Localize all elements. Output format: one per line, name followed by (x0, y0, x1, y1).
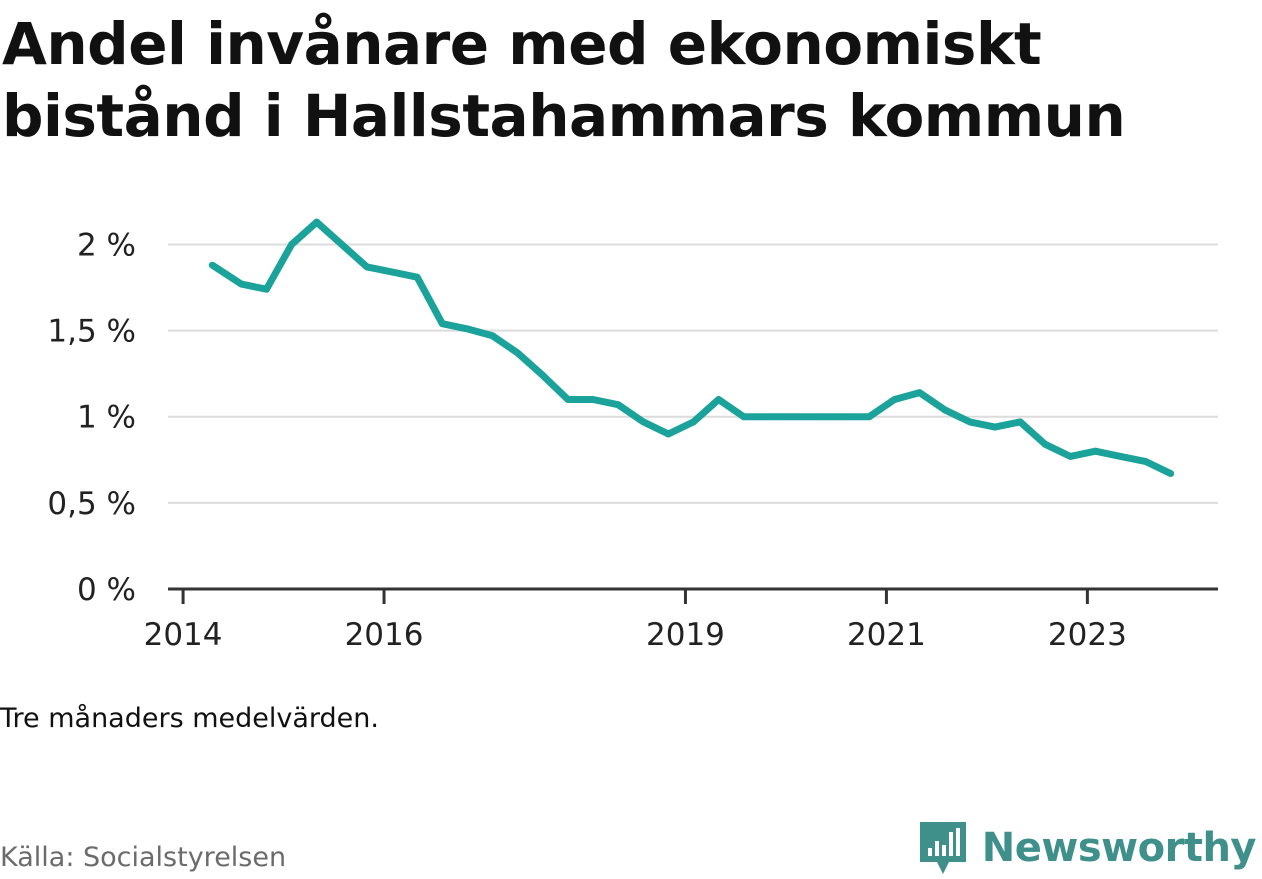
chart-note: Tre månaders medelvärden. (0, 703, 379, 734)
data-point (464, 325, 471, 333)
y-tick-label: 0,5 % (47, 486, 136, 522)
y-tick-label: 1,5 % (47, 314, 136, 350)
data-point (991, 423, 999, 431)
x-tick-label: 2016 (345, 617, 424, 653)
data-point (288, 241, 295, 248)
x-tick-label: 2014 (144, 617, 223, 653)
x-tick-label: 2019 (646, 617, 725, 653)
data-point (966, 418, 974, 426)
data-point (1167, 470, 1175, 477)
data-point (1066, 452, 1074, 460)
data-point (815, 413, 823, 421)
data-point (1092, 447, 1099, 455)
data-point (865, 413, 873, 421)
x-tick-label: 2021 (847, 617, 926, 653)
data-point (916, 389, 923, 397)
data-point (539, 371, 547, 379)
x-axis (168, 587, 1218, 604)
data-point (564, 396, 572, 403)
data-point (1041, 440, 1049, 448)
data-point (1142, 458, 1150, 465)
series-layer (208, 218, 1175, 477)
data-point (237, 280, 245, 288)
y-tick-label: 2 % (77, 227, 136, 263)
data-point (589, 396, 597, 403)
x-tick-label: 2023 (1048, 617, 1127, 653)
chart-title: Andel invånare med ekonomiskt bistånd i … (2, 10, 1126, 150)
y-tick-label: 0 % (77, 572, 136, 608)
data-point (208, 261, 216, 269)
data-point (790, 413, 798, 421)
data-point (363, 263, 371, 271)
data-point (740, 413, 748, 421)
data-point (413, 273, 421, 281)
x-axis-labels: 2014 2016 2019 2021 2023 (144, 617, 1127, 653)
data-point (891, 396, 898, 403)
y-tick-label: 1 % (77, 400, 136, 436)
brand-logo: Newsworthy (918, 820, 1257, 876)
data-point (639, 418, 647, 426)
data-point (1016, 418, 1024, 426)
data-point (614, 401, 622, 409)
data-point (840, 413, 848, 421)
series-line (210, 218, 1173, 477)
data-point (941, 406, 949, 414)
source-text: Källa: Socialstyrelsen (0, 842, 287, 873)
data-point (690, 418, 697, 426)
data-point (338, 241, 346, 248)
gridlines (168, 243, 1218, 504)
data-point (514, 349, 522, 357)
data-point (388, 268, 396, 276)
data-point (489, 332, 496, 340)
data-point (263, 285, 270, 293)
data-point (664, 430, 672, 438)
y-axis-labels: 0 % 0,5 % 1 % 1,5 % 2 % (47, 227, 136, 608)
data-point (715, 396, 723, 403)
brand-name: Newsworthy (981, 825, 1257, 871)
data-point (765, 413, 773, 421)
data-point (1117, 452, 1124, 460)
newsworthy-logo-icon (919, 822, 966, 874)
data-point (438, 320, 446, 328)
data-point (313, 218, 321, 226)
